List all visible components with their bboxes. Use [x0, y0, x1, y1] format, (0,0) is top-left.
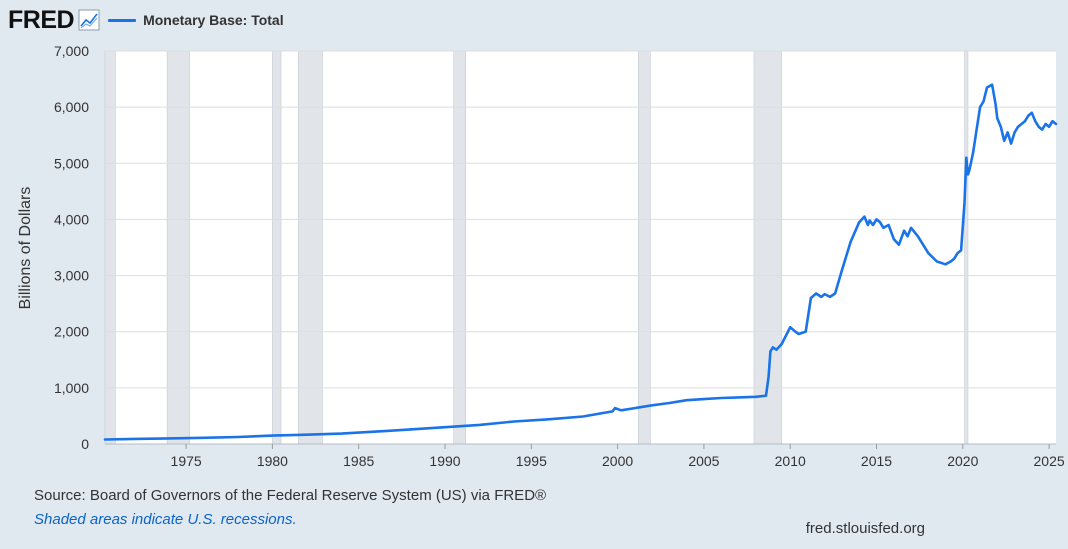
- site-link[interactable]: fred.stlouisfed.org: [805, 520, 925, 537]
- x-tick-label: 2020: [947, 453, 978, 469]
- series-line[interactable]: [103, 83, 1058, 441]
- y-tick-label: 4,000: [54, 211, 89, 227]
- y-tick-label: 6,000: [54, 99, 89, 115]
- x-tick-label: 2010: [775, 453, 806, 469]
- x-tick-label: 1995: [516, 453, 547, 469]
- graph-line-icon: [78, 9, 100, 31]
- plot-area: [105, 51, 1056, 444]
- recession-band: [453, 50, 467, 445]
- y-tick-label: 1,000: [54, 380, 89, 396]
- y-tick-label: 2,000: [54, 324, 89, 340]
- x-tick-label: 1990: [429, 453, 460, 469]
- x-tick-label: 1980: [257, 453, 288, 469]
- x-tick-label: 1985: [343, 453, 374, 469]
- recession-note: Shaded areas indicate U.S. recessions.: [34, 511, 297, 528]
- x-tick-label: 2000: [602, 453, 633, 469]
- y-tick-label: 7,000: [54, 43, 89, 59]
- x-tick-label: 1975: [171, 453, 202, 469]
- recession-band: [964, 50, 969, 445]
- legend[interactable]: Monetary Base: Total: [108, 12, 284, 28]
- x-tick-label: 2025: [1034, 453, 1065, 469]
- legend-swatch: [108, 18, 137, 22]
- fred-logo[interactable]: FRED: [8, 5, 75, 34]
- source-note: Source: Board of Governors of the Federa…: [34, 487, 547, 504]
- legend-label: Monetary Base: Total: [143, 12, 284, 28]
- recession-band: [166, 50, 190, 445]
- recession-band: [272, 50, 282, 445]
- x-tick-label: 2015: [861, 453, 892, 469]
- chart-header: FRED Monetary Base: Total: [8, 6, 284, 34]
- y-tick-label: 5,000: [54, 155, 89, 171]
- y-tick-label: 3,000: [54, 268, 89, 284]
- recession-band: [638, 50, 651, 445]
- x-tick-label: 2005: [688, 453, 719, 469]
- recession-band: [104, 50, 116, 445]
- recession-band: [298, 50, 323, 445]
- y-tick-label: 0: [81, 436, 89, 452]
